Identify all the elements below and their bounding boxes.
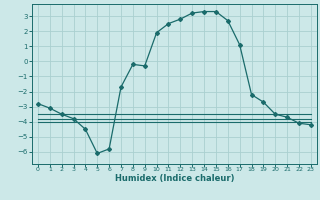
X-axis label: Humidex (Indice chaleur): Humidex (Indice chaleur) bbox=[115, 174, 234, 183]
